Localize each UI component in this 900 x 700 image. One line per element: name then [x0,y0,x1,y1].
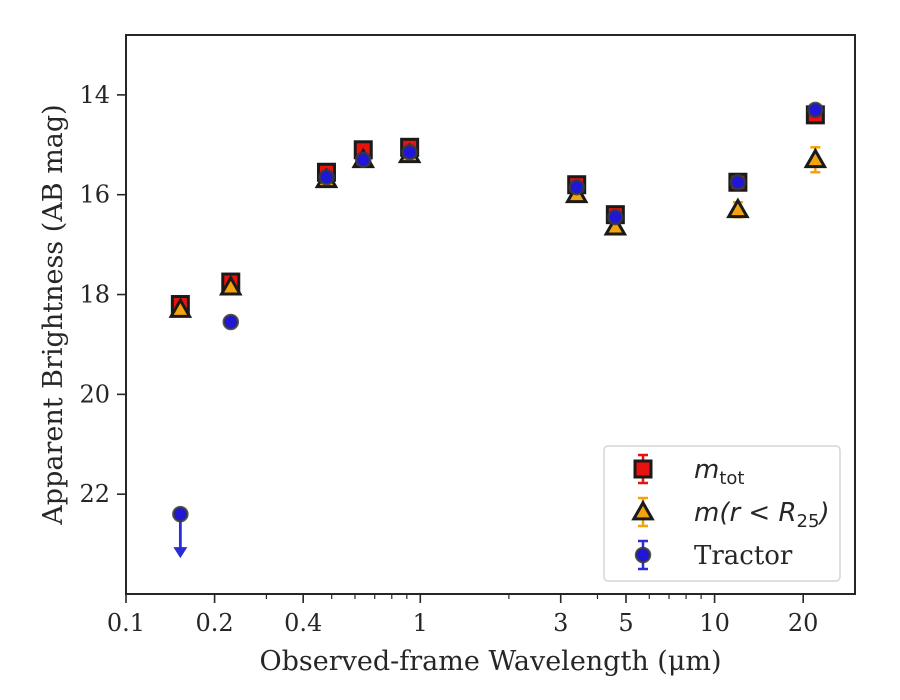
legend-marker [634,546,652,564]
data-point [729,173,747,191]
legend-label: m(r < R25) [694,498,830,532]
data-marks [168,101,828,559]
data-point [172,505,189,523]
legend-entry-tractor: Tractor [634,539,793,571]
data-point [218,274,243,296]
data-point [807,101,824,119]
y-axis-label: Apparent Brightness (AB mag) [38,104,69,525]
x-tick-label: 10 [699,609,730,637]
legend-label: Tractor [694,541,793,571]
upper-limit-arrow-head [173,547,188,559]
data-point [603,214,628,236]
y-tick-label: 14 [79,81,110,109]
x-tick-label: 20 [788,609,819,637]
series-m_r25 [168,142,828,318]
plot-frame [125,34,856,595]
y-tick-label: 20 [79,380,110,408]
legend-marker [631,499,655,521]
legend: mtot m(r < R25) Tractor [603,445,841,582]
data-point [168,297,193,318]
data-point [726,197,750,219]
x-tick-label: 3 [553,609,568,637]
legend-box [603,445,841,582]
data-point [568,178,585,196]
x-tick-label: 0.1 [107,609,145,637]
x-tick-label: 0.2 [196,609,234,637]
x-tick-label: 5 [618,609,633,637]
plot-border [125,34,856,595]
legend-marker [633,459,653,479]
x-axis-label: Observed-frame Wavelength (μm) [259,646,721,677]
data-point [401,144,418,161]
data-point [607,208,624,226]
series-m_tot [170,105,825,315]
series-tractor [172,101,824,559]
data-point [318,168,335,186]
legend-entry-m_tot: mtot [633,453,744,489]
y-tick-label: 18 [79,281,110,309]
data-point [222,313,240,331]
legend-label: mtot [694,455,744,489]
x-tick-label: 0.4 [284,609,322,637]
y-tick-label: 22 [79,480,110,508]
axis-ticks: 0.1 0.2 0.4 1 3 5 10 20 14 16 18 20 22 [79,81,818,637]
data-point [355,151,372,169]
y-tick-label: 16 [79,181,110,209]
data-point [803,147,828,169]
legend-entry-m_r25: m(r < R25) [631,496,830,532]
x-tick-label: 1 [413,609,428,637]
